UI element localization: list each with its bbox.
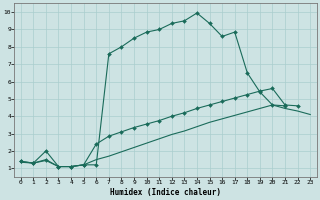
X-axis label: Humidex (Indice chaleur): Humidex (Indice chaleur) bbox=[110, 188, 221, 197]
